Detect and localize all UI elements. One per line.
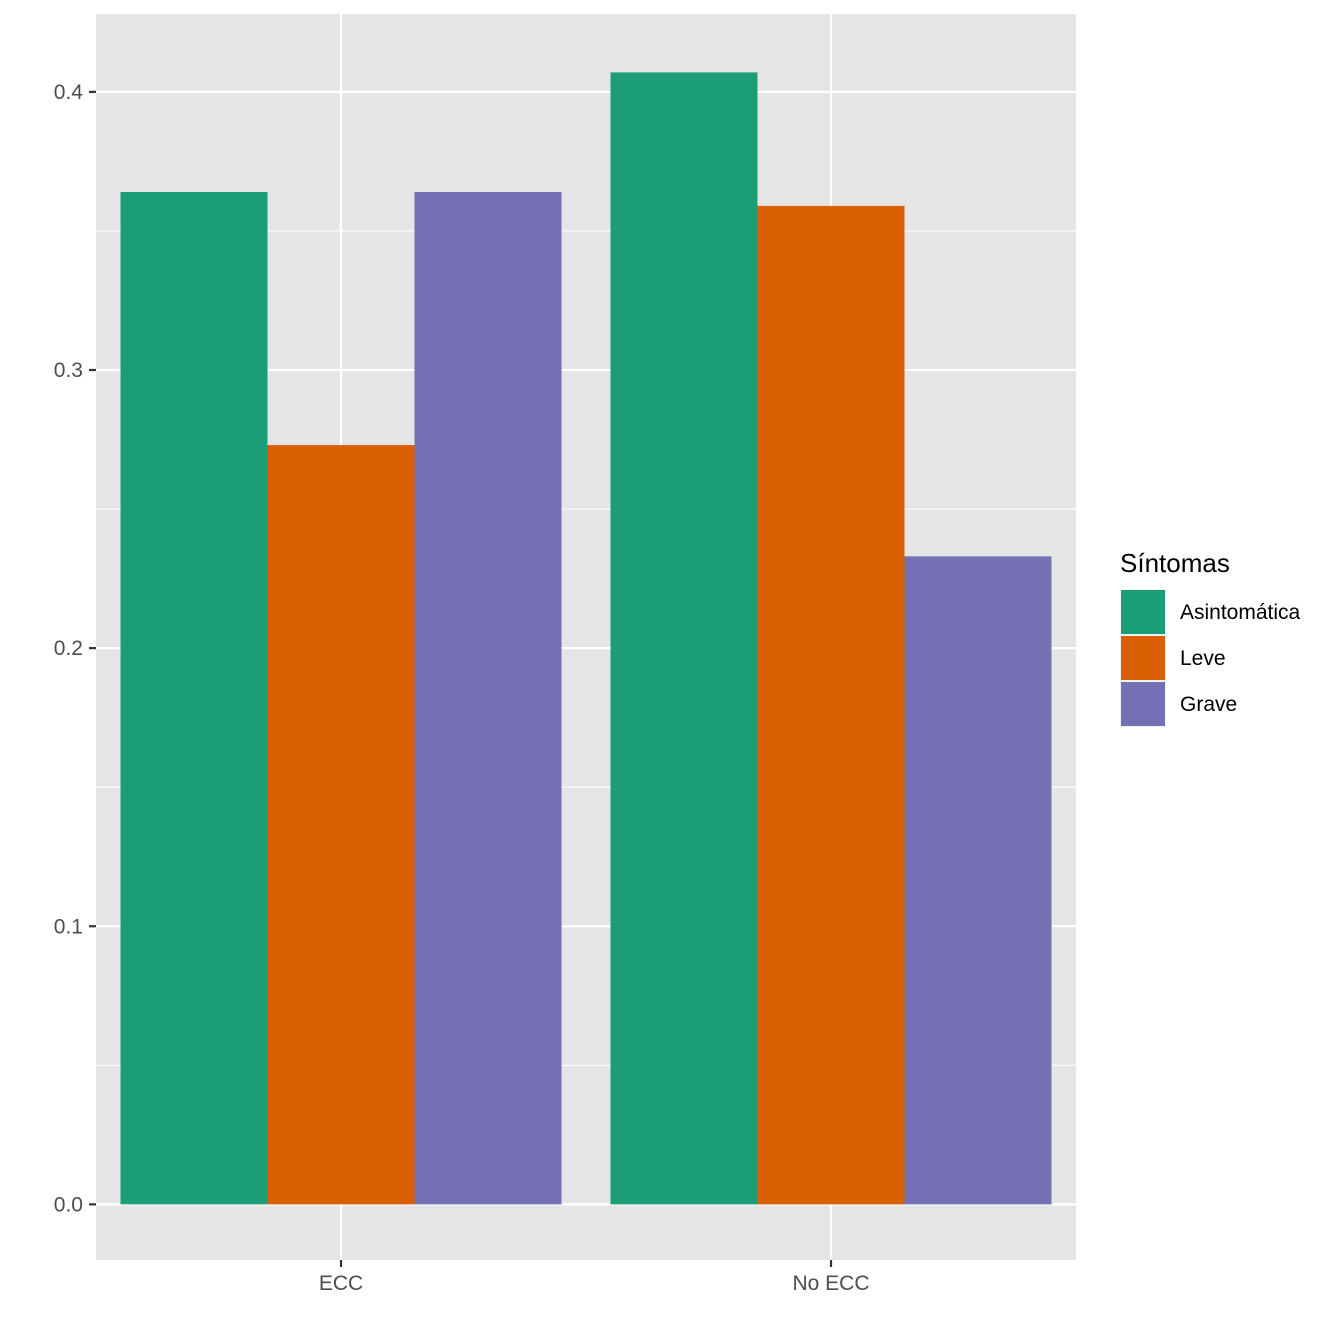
y-tick-label: 0.4 — [54, 81, 84, 104]
x-axis: ECC No ECC — [319, 1260, 870, 1295]
legend-label: Grave — [1180, 693, 1237, 716]
x-tick-label: ECC — [319, 1272, 363, 1295]
legend-label: Asintomática — [1180, 601, 1301, 624]
legend-key-swatch — [1121, 636, 1165, 680]
legend-label: Leve — [1180, 647, 1226, 670]
legend-key-swatch — [1121, 682, 1165, 726]
bar-grave-ecc — [414, 192, 562, 1205]
bar-asintom-tica-ecc — [120, 192, 268, 1205]
legend: Síntomas Asintomática Leve Grave — [1120, 548, 1301, 727]
y-tick-label: 0.3 — [54, 359, 83, 382]
bar-asintom-tica-no-ecc — [610, 72, 758, 1205]
bar-grave-no-ecc — [904, 556, 1052, 1205]
bar-leve-no-ecc — [757, 205, 905, 1205]
y-tick-label: 0.1 — [54, 915, 83, 938]
y-axis: 0.0 0.1 0.2 0.3 0.4 — [54, 81, 96, 1216]
bar-leve-ecc — [267, 445, 415, 1205]
bars — [120, 72, 1052, 1205]
x-tick-label: No ECC — [792, 1272, 869, 1295]
legend-key-swatch — [1121, 590, 1165, 634]
y-tick-label: 0.2 — [54, 637, 83, 660]
legend-title: Síntomas — [1120, 548, 1230, 578]
y-tick-label: 0.0 — [54, 1193, 83, 1216]
